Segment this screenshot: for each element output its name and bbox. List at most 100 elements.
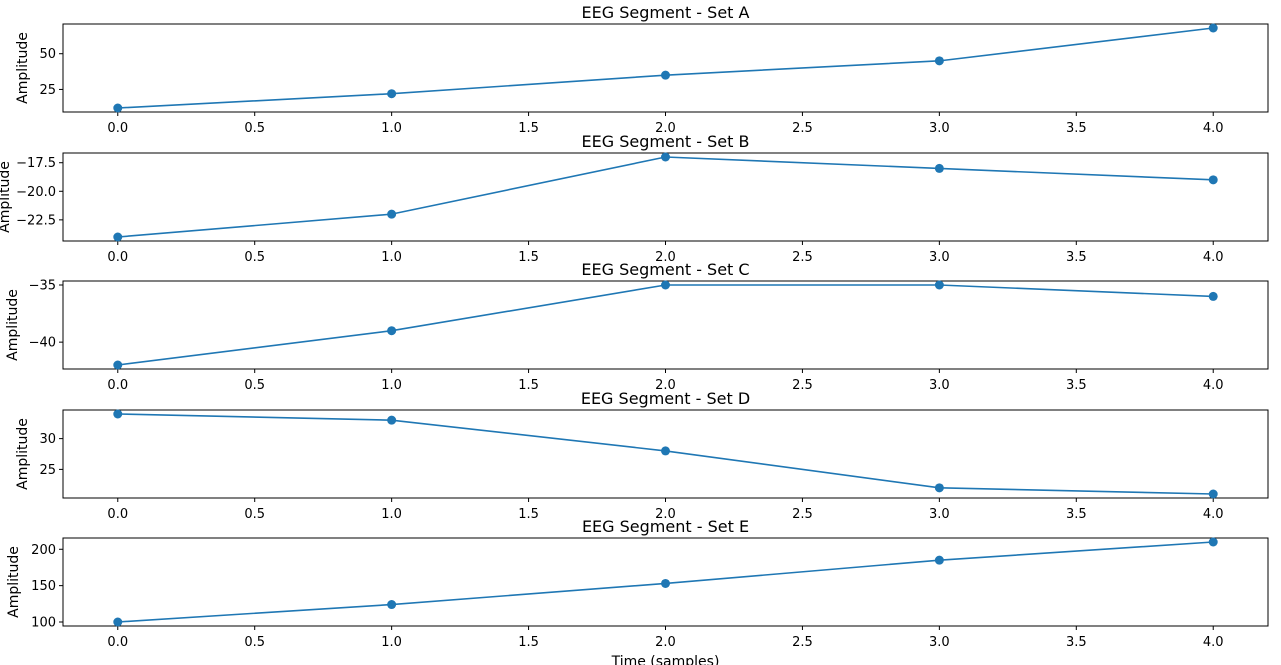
data-point	[387, 600, 397, 610]
subplot-2: EEG Segment - Set B 0.0 0.5 1.0 1.5 2.0 2.5 3.0…	[0, 132, 1269, 265]
data-point	[934, 163, 944, 173]
data-point	[1208, 489, 1218, 499]
y-tick-label: −17.5	[16, 156, 56, 171]
y-tick-label: 25	[39, 463, 56, 478]
x-tick-label: 2.0	[655, 378, 676, 393]
x-tick-label: 3.0	[929, 121, 950, 136]
subplot-title: EEG Segment - Set B	[582, 132, 750, 151]
x-tick-label: 2.5	[792, 121, 813, 136]
x-tick-label: 0.5	[244, 378, 265, 393]
subplot-1: EEG Segment - Set A 0.0 0.5 1.0 1.5 2.0 2.5 3.0…	[15, 3, 1269, 136]
x-tick-label: 4.0	[1203, 635, 1224, 650]
data-point	[1208, 537, 1218, 547]
y-axis-label: Amplitude	[15, 418, 31, 490]
x-tick-label: 3.5	[1066, 635, 1087, 650]
data-point	[661, 70, 670, 80]
data-point	[934, 280, 944, 290]
subplot-title: EEG Segment - Set A	[582, 3, 750, 22]
x-tick-label: 0.0	[107, 635, 128, 650]
x-tick-label: 2.5	[792, 250, 813, 265]
x-tick-label: 3.5	[1066, 507, 1087, 522]
x-tick-label: 2.0	[655, 635, 676, 650]
x-tick-label: 1.5	[518, 378, 539, 393]
y-tick-label: −20.0	[16, 185, 56, 200]
y-tick-label: −40	[29, 336, 56, 351]
x-tick-label: 3.5	[1066, 121, 1087, 136]
x-tick-label: 1.0	[381, 378, 402, 393]
x-tick-label: 2.5	[792, 378, 813, 393]
data-point	[113, 617, 123, 627]
axes-frame	[62, 152, 1269, 242]
x-tick-label: 2.5	[792, 635, 813, 650]
data-point	[1208, 291, 1218, 301]
x-tick-label: 2.0	[655, 507, 676, 522]
data-point	[661, 578, 670, 588]
y-tick-label: −35	[29, 279, 56, 294]
x-tick-label: 2.0	[655, 121, 676, 136]
axes-frame	[62, 23, 1269, 113]
y-tick-label: 150	[31, 579, 56, 594]
x-tick-label: 0.5	[244, 507, 265, 522]
x-tick-label: 3.0	[929, 378, 950, 393]
x-tick-label: 1.5	[518, 250, 539, 265]
x-axis-label: Time (samples)	[611, 654, 720, 665]
subplot-4: EEG Segment - Set D 0.0 0.5 1.0 1.5 2.0 2.5 3.0…	[15, 389, 1269, 522]
series-line	[117, 284, 1214, 366]
x-tick-label: 0.0	[107, 121, 128, 136]
x-tick-label: 3.5	[1066, 250, 1087, 265]
x-tick-label: 1.0	[381, 507, 402, 522]
x-tick-label: 1.0	[381, 250, 402, 265]
x-tick-label: 0.5	[244, 635, 265, 650]
y-tick-label: 50	[39, 47, 56, 62]
x-tick-label: 0.5	[244, 121, 265, 136]
series-line	[117, 27, 1214, 109]
data-point	[661, 280, 670, 290]
x-tick-label: 4.0	[1203, 250, 1224, 265]
data-point	[113, 232, 123, 242]
data-point	[934, 56, 944, 66]
x-tick-label: 1.0	[381, 635, 402, 650]
x-tick-label: 1.5	[518, 507, 539, 522]
x-tick-label: 3.0	[929, 250, 950, 265]
x-tick-label: 0.5	[244, 250, 265, 265]
data-point	[387, 209, 397, 219]
data-point	[387, 89, 397, 99]
data-point	[1208, 23, 1218, 33]
data-point	[113, 409, 123, 419]
y-tick-label: 25	[39, 83, 56, 98]
x-tick-label: 4.0	[1203, 121, 1224, 136]
subplot-title: EEG Segment - Set D	[581, 389, 750, 408]
x-tick-label: 0.0	[107, 507, 128, 522]
x-tick-label: 2.5	[792, 507, 813, 522]
data-point	[387, 415, 397, 425]
x-tick-label: 1.5	[518, 121, 539, 136]
y-axis-label: Amplitude	[5, 289, 21, 361]
data-point	[934, 555, 944, 565]
data-point	[661, 152, 670, 162]
subplot-title: EEG Segment - Set C	[581, 260, 749, 279]
y-tick-label: −22.5	[16, 213, 56, 228]
x-tick-label: 4.0	[1203, 507, 1224, 522]
x-tick-label: 3.0	[929, 507, 950, 522]
data-point	[387, 326, 397, 336]
axes-frame	[62, 280, 1269, 370]
y-axis-label: Amplitude	[6, 546, 22, 618]
subplot-5: EEG Segment - Set E 0.0 0.5 1.0 1.5 2.0 2.5 3.0…	[6, 517, 1269, 665]
x-tick-label: 1.0	[381, 121, 402, 136]
data-point	[113, 360, 123, 370]
x-tick-label: 2.0	[655, 250, 676, 265]
data-point	[934, 483, 944, 493]
data-point	[1208, 175, 1218, 185]
y-tick-label: 30	[39, 432, 56, 447]
y-axis-label: Amplitude	[0, 161, 13, 233]
subplot-title: EEG Segment - Set E	[582, 517, 749, 536]
x-tick-label: 3.0	[929, 635, 950, 650]
x-tick-label: 3.5	[1066, 378, 1087, 393]
x-tick-label: 0.0	[107, 378, 128, 393]
data-point	[661, 446, 670, 456]
series-line	[117, 156, 1214, 238]
y-tick-label: 100	[31, 616, 56, 631]
data-point	[113, 103, 123, 113]
y-tick-label: 200	[31, 543, 56, 558]
